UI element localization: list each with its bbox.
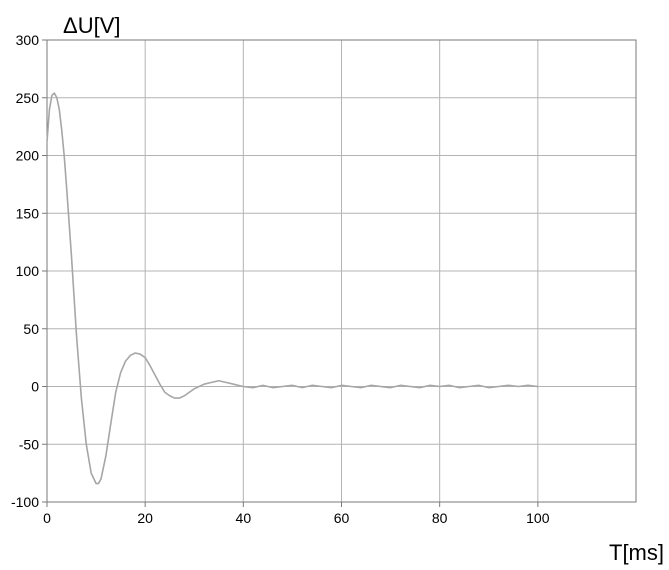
x-tick-label: 20 (137, 510, 153, 526)
x-axis-title: T[ms] (609, 540, 664, 565)
x-tick-label: 80 (432, 510, 448, 526)
y-tick-label: 200 (16, 148, 40, 164)
y-tick-label: 300 (16, 32, 40, 48)
y-tick-label: 150 (16, 205, 40, 221)
x-tick-label: 100 (526, 510, 550, 526)
y-axis: -100 -50 0 50 100 150 200 250 300 (11, 32, 47, 510)
x-axis: 0 20 40 60 80 100 (43, 502, 550, 526)
y-tick-label: 250 (16, 90, 40, 106)
x-tick-label: 0 (43, 510, 51, 526)
y-axis-title: ΔU[V] (63, 13, 120, 38)
y-tick-label: -50 (19, 436, 39, 452)
y-tick-label: 0 (31, 379, 39, 395)
y-tick-label: 50 (23, 321, 39, 337)
x-tick-label: 40 (236, 510, 252, 526)
y-tick-label: -100 (11, 494, 39, 510)
y-tick-label: 100 (16, 263, 40, 279)
x-tick-label: 60 (334, 510, 350, 526)
